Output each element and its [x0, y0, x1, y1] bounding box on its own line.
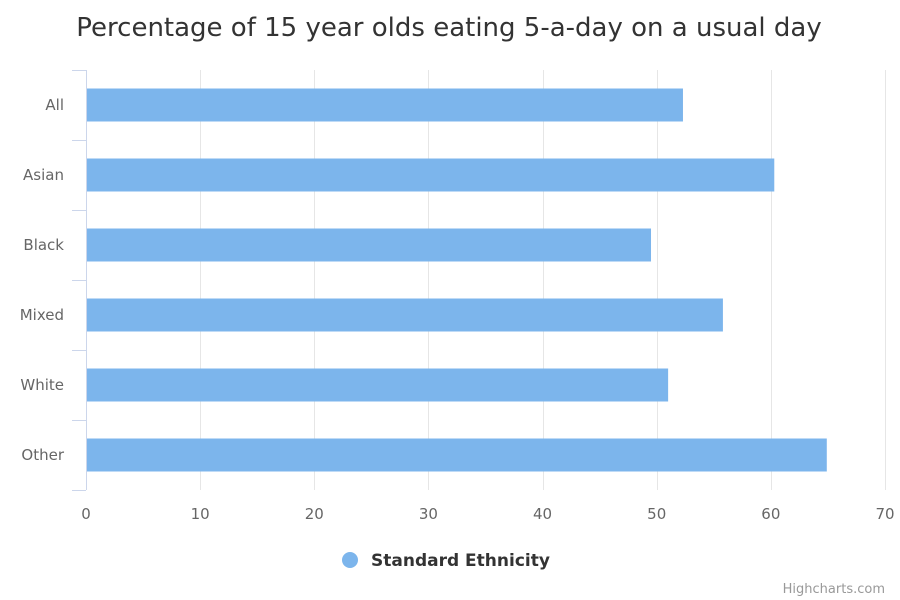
x-tick-label: 20 [305, 505, 324, 523]
x-tick-label: 50 [647, 505, 666, 523]
legend[interactable]: Standard Ethnicity [342, 551, 550, 571]
x-tick-label: 60 [761, 505, 780, 523]
x-tick-label: 10 [191, 505, 210, 523]
bar-other[interactable] [87, 438, 827, 472]
axis-layer [72, 70, 87, 491]
bar-black[interactable] [87, 228, 652, 262]
labels-layer: 0 10 20 30 40 50 60 70 All Asian Black Mixed White Ot… [20, 96, 895, 523]
category-label: White [20, 376, 64, 394]
category-label: Black [23, 236, 64, 254]
bar-white[interactable] [87, 368, 669, 402]
bars-layer [87, 88, 827, 472]
x-tick-label: 30 [419, 505, 438, 523]
x-tick-label: 40 [533, 505, 552, 523]
legend-label[interactable]: Standard Ethnicity [371, 551, 550, 571]
category-label: Asian [23, 166, 64, 184]
category-label: Other [21, 446, 64, 464]
credits-link[interactable]: Highcharts.com [783, 582, 885, 597]
chart-title: Percentage of 15 year olds eating 5-a-da… [76, 13, 821, 43]
x-tick-label: 0 [81, 505, 91, 523]
grid-layer [200, 70, 886, 490]
bar-asian[interactable] [87, 158, 775, 192]
bar-all[interactable] [87, 88, 683, 122]
x-tick-label: 70 [875, 505, 894, 523]
category-label: Mixed [20, 306, 64, 324]
legend-marker-icon[interactable] [342, 552, 358, 568]
category-label: All [45, 96, 64, 114]
bar-mixed[interactable] [87, 298, 723, 332]
